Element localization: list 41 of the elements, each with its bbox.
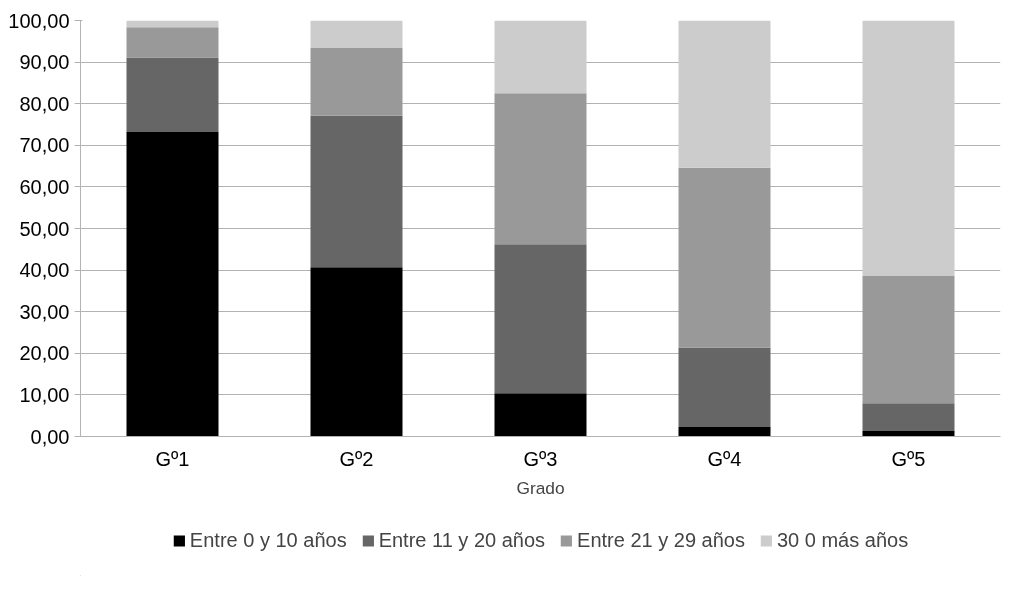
bar	[494, 244, 587, 394]
legend-label: Entre 0 y 10 años	[189, 528, 347, 552]
x-tick-label: Gº1	[155, 447, 190, 470]
bar	[310, 115, 403, 268]
bar	[126, 131, 219, 437]
y-tick-label: 30,00	[19, 300, 70, 323]
bar	[862, 403, 955, 432]
bar	[494, 20, 587, 94]
y-tick-label: 20,00	[19, 342, 70, 365]
y-tick-label: 50,00	[19, 217, 70, 240]
bar	[126, 27, 219, 58]
bar	[494, 393, 587, 437]
y-tick-label: 40,00	[19, 259, 70, 282]
bar	[310, 47, 403, 116]
legend-label: Entre 21 y 29 años	[577, 528, 745, 552]
x-tick-label: Gº3	[523, 447, 558, 470]
y-tick-label: 70,00	[19, 134, 70, 157]
x-axis-title: Grado	[516, 477, 565, 498]
y-tick-label: 80,00	[19, 92, 70, 115]
y-tick-label: 90,00	[19, 51, 70, 74]
bar	[678, 167, 771, 348]
legend-label: Entre 11 y 20 años	[378, 528, 546, 552]
y-tick-label: 0,00	[30, 425, 70, 448]
bar	[678, 426, 771, 437]
bar	[310, 267, 403, 437]
x-tick-label: Gº4	[707, 447, 742, 470]
y-tick-label: 100,00	[8, 9, 70, 32]
bar	[494, 93, 587, 245]
bar	[862, 431, 955, 437]
x-tick-label: Gº2	[339, 447, 374, 470]
legend-label: 30 0 más años	[776, 528, 909, 552]
x-tick-label: Gº5	[891, 447, 926, 470]
y-tick-label: 10,00	[19, 383, 70, 406]
bar	[678, 20, 771, 168]
y-tick-label: 60,00	[19, 175, 70, 198]
bar	[678, 347, 771, 427]
bar	[862, 275, 955, 404]
bar	[126, 20, 219, 28]
bar	[310, 20, 403, 48]
bar	[862, 20, 955, 276]
bar	[126, 57, 219, 132]
